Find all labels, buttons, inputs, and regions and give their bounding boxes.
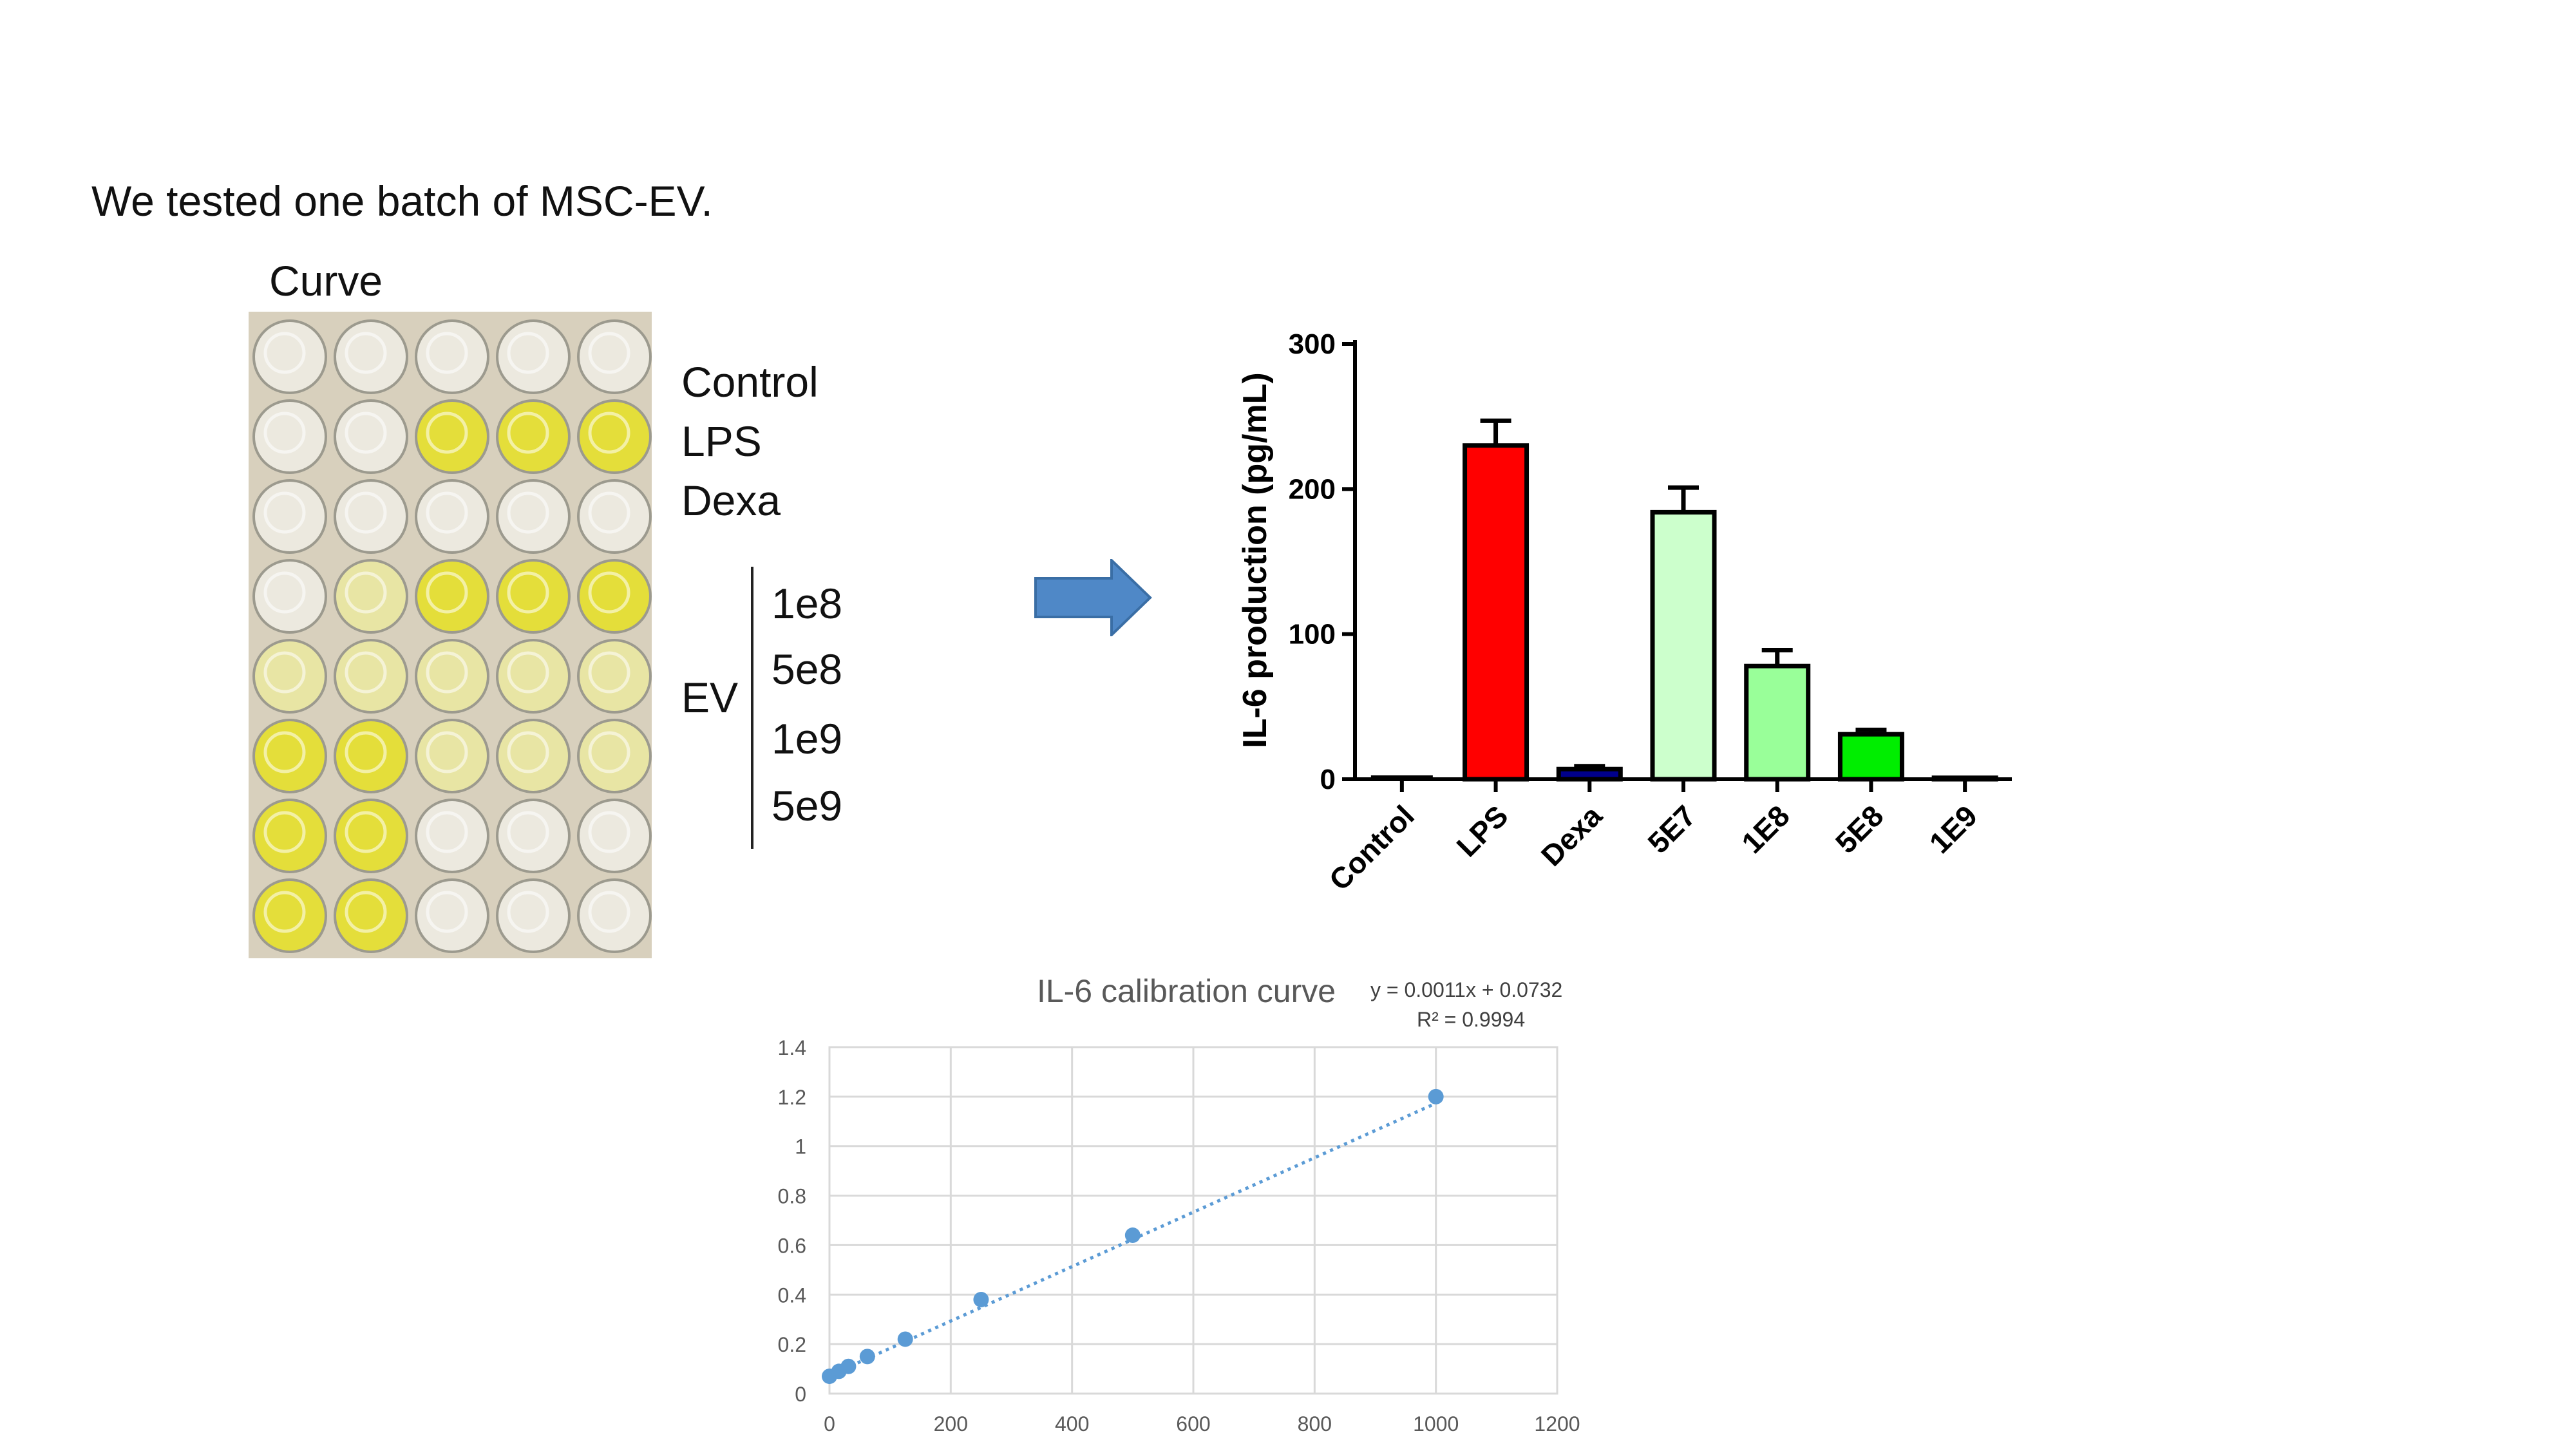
well-highlight [263, 651, 306, 694]
label-lps: LPS [681, 417, 762, 465]
well-highlight [588, 651, 630, 694]
y-tick-label: 0.2 [778, 1333, 806, 1356]
dose-label: 1e9 [772, 715, 843, 762]
well-highlight [263, 332, 306, 374]
x-tick-label: 5E7 [1641, 799, 1702, 860]
x-tick-label: 400 [1055, 1412, 1089, 1435]
y-tick-label: 300 [1289, 328, 1336, 360]
y-tick-label: 0.6 [778, 1234, 806, 1257]
well-highlight [588, 811, 630, 853]
x-tick-label: 1E8 [1735, 799, 1796, 860]
bar [1463, 443, 1530, 782]
well-highlight [345, 412, 387, 454]
y-tick-label: 0.8 [778, 1185, 806, 1208]
label-control: Control [681, 358, 819, 406]
well-highlight [507, 412, 549, 454]
well-highlight [263, 491, 306, 534]
data-point [840, 1358, 857, 1374]
x-tick-label: 1200 [1534, 1412, 1580, 1435]
well-highlight [588, 332, 630, 374]
x-tick-label: Control [1323, 799, 1421, 896]
x-tick-label: 200 [934, 1412, 968, 1435]
bar [1556, 766, 1623, 782]
well-highlight [263, 412, 306, 454]
well-highlight [263, 571, 306, 614]
well-highlight [507, 891, 549, 933]
x-tick-label: LPS [1450, 799, 1515, 863]
x-tick-label: Dexa [1535, 799, 1609, 873]
dose-label: 5e8 [772, 645, 843, 693]
label-dexa: Dexa [681, 477, 781, 524]
well-highlight [263, 731, 306, 773]
well-plate-photo [249, 312, 652, 958]
r-squared-label: R² = 0.9994 [1417, 1008, 1525, 1031]
well-highlight [507, 571, 549, 614]
right-arrow-icon [1034, 559, 1152, 636]
well-highlight [426, 491, 468, 534]
data-point [897, 1331, 913, 1347]
x-tick-label: 5E8 [1829, 799, 1890, 860]
y-tick-label: 100 [1289, 619, 1336, 650]
well-highlight [263, 891, 306, 933]
well-highlight [426, 412, 468, 454]
well-highlight [426, 651, 468, 694]
well-highlight [345, 731, 387, 773]
well-highlight [426, 571, 468, 614]
well-highlight [507, 491, 549, 534]
x-tick-label: 0 [824, 1412, 835, 1435]
y-tick-label: 0.4 [778, 1283, 806, 1307]
well-highlight [345, 811, 387, 853]
well-highlight [588, 412, 630, 454]
il6-calibration-curve-chart: 0 0.2 0.4 0.6 0.8 1 1.2 1.4 0 200 400 600 800 1000 120… [778, 973, 1580, 1435]
well-highlight [507, 332, 549, 374]
well-highlight [588, 891, 630, 933]
y-tick-label: 1.2 [778, 1086, 806, 1109]
well-highlight [345, 332, 387, 374]
well-highlight [345, 891, 387, 933]
dose-label: 1e8 [772, 580, 843, 627]
trendline-equation: y = 0.0011x + 0.0732 [1370, 978, 1562, 1001]
il6-production-bar-chart: 0 100 200 300 IL-6 production (pg/mL) Control… [1236, 328, 2012, 897]
well-highlight [426, 731, 468, 773]
y-tick-label: 200 [1289, 473, 1336, 505]
y-tick-label: 1.4 [778, 1036, 806, 1059]
well-highlight [345, 491, 387, 534]
well-highlight [345, 651, 387, 694]
well-highlight [588, 571, 630, 614]
x-tick-label: 600 [1176, 1412, 1210, 1435]
y-axis-title: IL-6 production (pg/mL) [1236, 372, 1274, 748]
label-ev: EV [681, 674, 739, 721]
well-highlight [588, 491, 630, 534]
well-highlight [426, 332, 468, 374]
well-highlight [588, 731, 630, 773]
x-tick-label: 1E9 [1923, 799, 1984, 860]
data-point [973, 1291, 989, 1307]
well-highlight [345, 571, 387, 614]
x-tick-label: 1000 [1413, 1412, 1459, 1435]
x-tick-label: 800 [1298, 1412, 1332, 1435]
slide-title: We tested one batch of MSC-EV. [91, 177, 713, 225]
well-highlight [426, 891, 468, 933]
well-highlight [263, 811, 306, 853]
ev-bracket [751, 567, 753, 849]
bar [1650, 509, 1717, 782]
data-point [859, 1349, 875, 1365]
y-tick-label: 0 [1320, 764, 1336, 795]
bar [1837, 732, 1904, 782]
chart-title: IL-6 calibration curve [1037, 973, 1336, 1009]
well-highlight [507, 731, 549, 773]
data-point [1428, 1088, 1444, 1104]
y-tick-label: 0 [795, 1383, 806, 1406]
well-highlight [426, 811, 468, 853]
curve-label: Curve [269, 257, 383, 305]
dose-label: 5e9 [772, 782, 843, 829]
well-highlight [507, 651, 549, 694]
well-highlight [507, 811, 549, 853]
bar [1931, 775, 1998, 782]
y-tick-label: 1 [795, 1135, 806, 1159]
data-point [1124, 1227, 1141, 1244]
bar [1744, 663, 1811, 782]
